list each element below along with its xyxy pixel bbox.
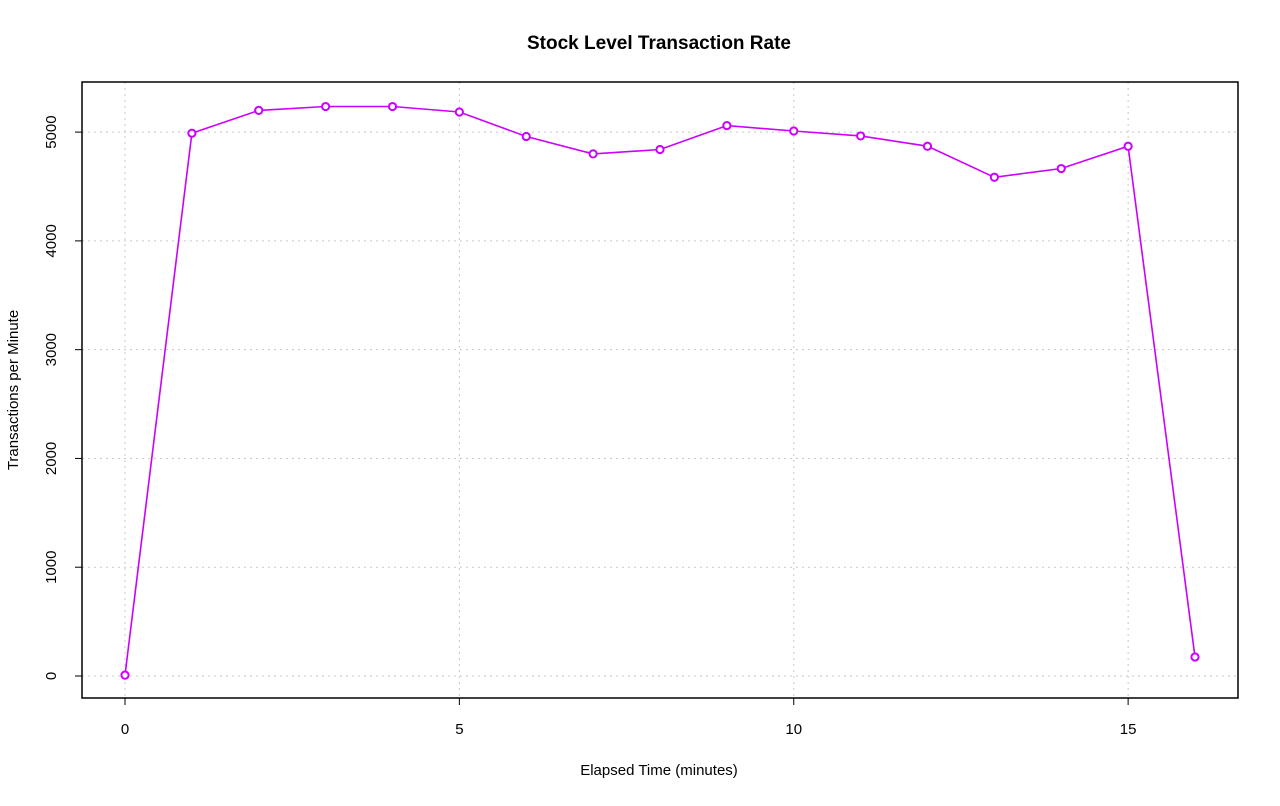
data-point bbox=[387, 101, 398, 112]
y-axis: 0 1000 2000 3000 4000 5000 bbox=[43, 115, 82, 680]
data-point bbox=[187, 128, 197, 138]
series-line bbox=[124, 105, 1196, 676]
x-axis-label: Elapsed Time (minutes) bbox=[580, 762, 738, 779]
chart-title: Stock Level Transaction Rate bbox=[527, 33, 791, 54]
y-tick-label: 5000 bbox=[43, 115, 60, 148]
data-point bbox=[321, 101, 331, 112]
data-point bbox=[722, 120, 732, 131]
series-layer bbox=[120, 101, 1200, 680]
plot-frame bbox=[81, 81, 1239, 699]
y-tick-label: 2000 bbox=[43, 442, 60, 475]
data-point bbox=[120, 670, 130, 680]
data-point bbox=[1056, 163, 1066, 174]
data-point bbox=[922, 141, 933, 151]
y-tick-label: 3000 bbox=[43, 333, 60, 366]
y-tick-label: 4000 bbox=[43, 224, 60, 257]
grid-lines bbox=[82, 82, 1238, 698]
data-point bbox=[454, 107, 464, 117]
x-tick-label: 5 bbox=[455, 721, 463, 738]
y-tick-label: 1000 bbox=[43, 551, 60, 584]
data-point bbox=[655, 144, 665, 155]
data-point bbox=[521, 131, 531, 142]
data-point bbox=[1190, 652, 1200, 662]
data-point bbox=[789, 126, 799, 136]
x-tick-label: 10 bbox=[785, 721, 802, 738]
data-point bbox=[856, 131, 866, 141]
x-tick-label: 0 bbox=[121, 721, 129, 738]
data-point bbox=[254, 105, 264, 115]
y-tick-label: 0 bbox=[43, 672, 60, 680]
data-point bbox=[989, 172, 999, 182]
data-point bbox=[1123, 141, 1133, 151]
x-tick-label: 15 bbox=[1120, 721, 1137, 738]
x-axis: 0 5 10 15 bbox=[121, 698, 1137, 738]
data-point bbox=[588, 149, 598, 159]
y-axis-label: Transactions per Minute bbox=[5, 310, 22, 470]
